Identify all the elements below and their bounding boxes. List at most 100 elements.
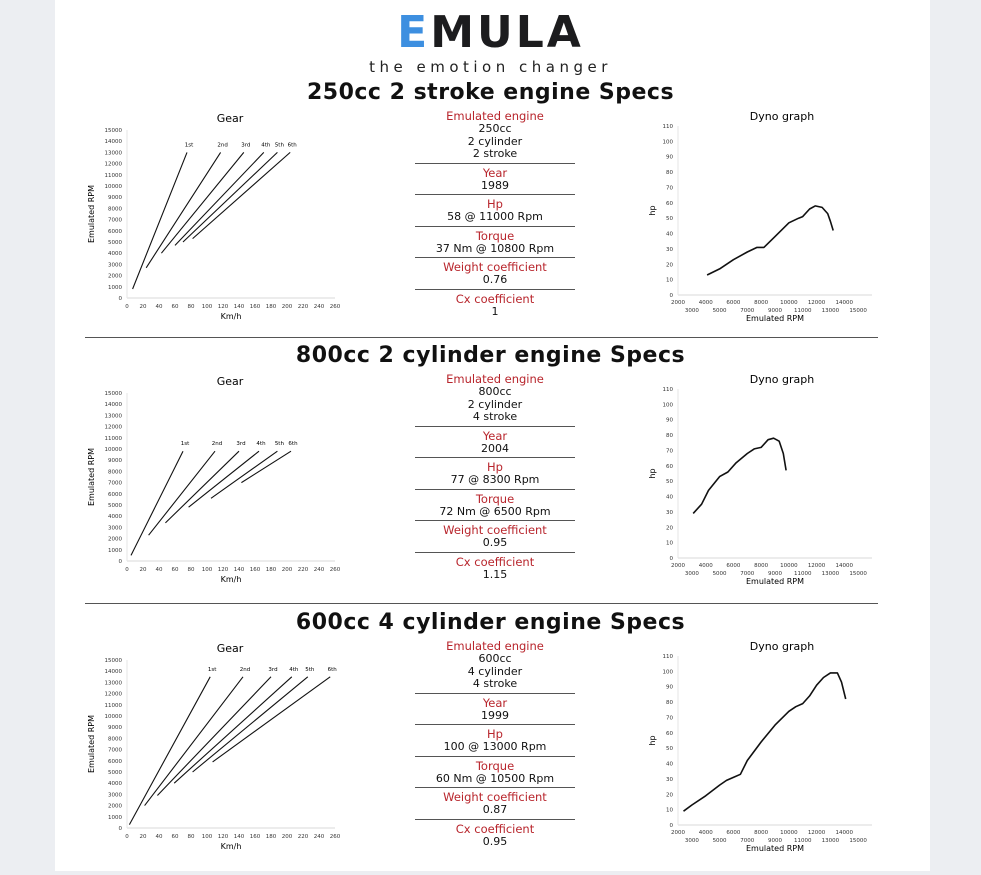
spec-item: Emulated engine 600cc 4 cylinder 4 stroke — [415, 640, 575, 694]
gear-label: 3rd — [268, 667, 277, 673]
gear-label: 6th — [328, 667, 338, 673]
y-tick-label: 2000 — [108, 804, 122, 810]
y-tick-label: 90 — [666, 155, 673, 161]
chart-title: Gear — [217, 642, 244, 655]
x-tick-label: 5000 — [713, 308, 727, 314]
x-tick-label: 11000 — [794, 838, 812, 844]
spec-item: Torque 72 Nm @ 6500 Rpm — [415, 492, 575, 521]
spec-value: 1989 — [481, 178, 509, 192]
spec-value: 0.76 — [482, 273, 508, 286]
spec-value: 600cc — [478, 652, 512, 665]
gear-label: 5th — [275, 441, 285, 447]
document-page — [55, 0, 930, 871]
spec-value: 4 stroke — [472, 410, 518, 423]
y-tick-label: 3000 — [108, 792, 122, 798]
x-tick-label: 240 — [314, 567, 325, 573]
gear-label: 3rd — [236, 441, 245, 447]
spec-item: Weight coefficient 0.87 — [415, 791, 575, 820]
gear-chart: Gear010002000300040005000600070008000900… — [87, 375, 341, 584]
x-tick-label: 2000 — [671, 300, 685, 306]
chart-title: Dyno graph — [750, 640, 814, 653]
y-tick-label: 0 — [670, 556, 674, 562]
spec-label: Hp — [487, 727, 503, 741]
y-axis-label: hp — [648, 205, 657, 215]
logo-letters: MULA — [430, 7, 584, 58]
x-tick-label: 60 — [172, 304, 179, 310]
y-tick-label: 20 — [666, 262, 673, 268]
x-tick-label: 2000 — [671, 830, 685, 836]
spec-item: Year 1989 — [415, 166, 575, 195]
gear-line — [157, 676, 272, 796]
x-tick-label: 60 — [172, 567, 179, 573]
spec-item: Torque 37 Nm @ 10800 Rpm — [415, 229, 575, 258]
x-tick-label: 0 — [125, 304, 129, 310]
y-tick-label: 12000 — [105, 692, 123, 698]
gear-label: 2nd — [240, 667, 250, 673]
spec-list: Emulated engine 250cc 2 cylinder 2 stroke Ye… — [415, 110, 575, 323]
x-tick-label: 200 — [282, 834, 293, 840]
gear-label: 6th — [288, 441, 298, 447]
x-tick-label: 240 — [314, 304, 325, 310]
x-tick-label: 15000 — [849, 571, 867, 577]
spec-item: Emulated engine 250cc 2 cylinder 2 stroke — [415, 110, 575, 164]
spec-value: 2004 — [481, 441, 509, 455]
y-tick-label: 90 — [666, 418, 673, 424]
x-tick-label: 120 — [218, 567, 229, 573]
spec-item: Year 2004 — [415, 429, 575, 458]
y-tick-label: 100 — [663, 669, 674, 675]
y-tick-label: 70 — [666, 715, 673, 721]
y-tick-label: 6000 — [108, 229, 122, 235]
engine-section-250cc: 250cc 2 stroke engine Specs Gear 0 1000 200… — [0, 80, 981, 345]
x-tick-label: 200 — [282, 304, 293, 310]
y-tick-label: 100 — [663, 139, 674, 145]
x-tick-label: 3000 — [685, 308, 699, 314]
y-tick-label: 50 — [666, 746, 673, 752]
y-tick-label: 110 — [663, 124, 674, 130]
x-axis-label: Emulated RPM — [746, 314, 804, 323]
spec-value: 0.95 — [482, 834, 508, 848]
gear-line — [188, 450, 260, 508]
gear-line — [160, 152, 245, 254]
spec-value: 37 Nm @ 10800 Rpm — [435, 241, 555, 255]
spec-value: 0.95 — [482, 536, 508, 549]
x-tick-label: 40 — [156, 304, 163, 310]
x-tick-label: 180 — [266, 834, 277, 840]
x-tick-label: 14000 — [836, 563, 854, 569]
x-tick-label: 9000 — [768, 308, 782, 314]
spec-item: Year 1999 — [415, 696, 575, 725]
y-tick-label: 0 — [670, 293, 674, 299]
x-tick-label: 40 — [156, 834, 163, 840]
y-tick-label: 12000 — [105, 425, 123, 431]
spec-value: 58 @ 11000 Rpm — [447, 210, 543, 223]
y-tick-label: 5000 — [108, 503, 122, 509]
y-tick-label: 9000 — [108, 458, 122, 464]
x-tick-label: 13000 — [822, 838, 840, 844]
spec-label: Weight coefficient — [443, 790, 547, 804]
x-tick-label: 40 — [156, 567, 163, 573]
gear-label: 1st — [208, 667, 217, 673]
x-tick-label: 9000 — [768, 838, 782, 844]
x-tick-label: 260 — [330, 567, 341, 573]
x-tick-label: 120 — [218, 304, 229, 310]
gear-line — [182, 152, 278, 243]
gear-line — [148, 450, 216, 536]
gear-line — [173, 676, 293, 784]
y-tick-label: 4000 — [108, 514, 122, 520]
gear-line — [192, 151, 291, 240]
x-tick-label: 2000 — [671, 563, 685, 569]
x-tick-label: 11000 — [794, 308, 812, 314]
spec-value: 72 Nm @ 6500 Rpm — [439, 504, 551, 518]
chart-title: Gear — [217, 375, 244, 388]
x-axis-label: Emulated RPM — [746, 577, 804, 586]
gear-line — [241, 450, 292, 484]
y-tick-label: 14000 — [105, 402, 123, 408]
spec-value: 2 cylinder — [467, 134, 523, 148]
x-tick-label: 60 — [172, 834, 179, 840]
y-tick-label: 8000 — [108, 206, 122, 212]
gear-label: 1st — [181, 441, 190, 447]
x-tick-label: 9000 — [768, 571, 782, 577]
gear-label: 2nd — [217, 142, 227, 148]
spec-value: 77 @ 8300 Rpm — [450, 473, 540, 486]
x-tick-label: 80 — [188, 834, 195, 840]
x-tick-label: 160 — [250, 834, 261, 840]
